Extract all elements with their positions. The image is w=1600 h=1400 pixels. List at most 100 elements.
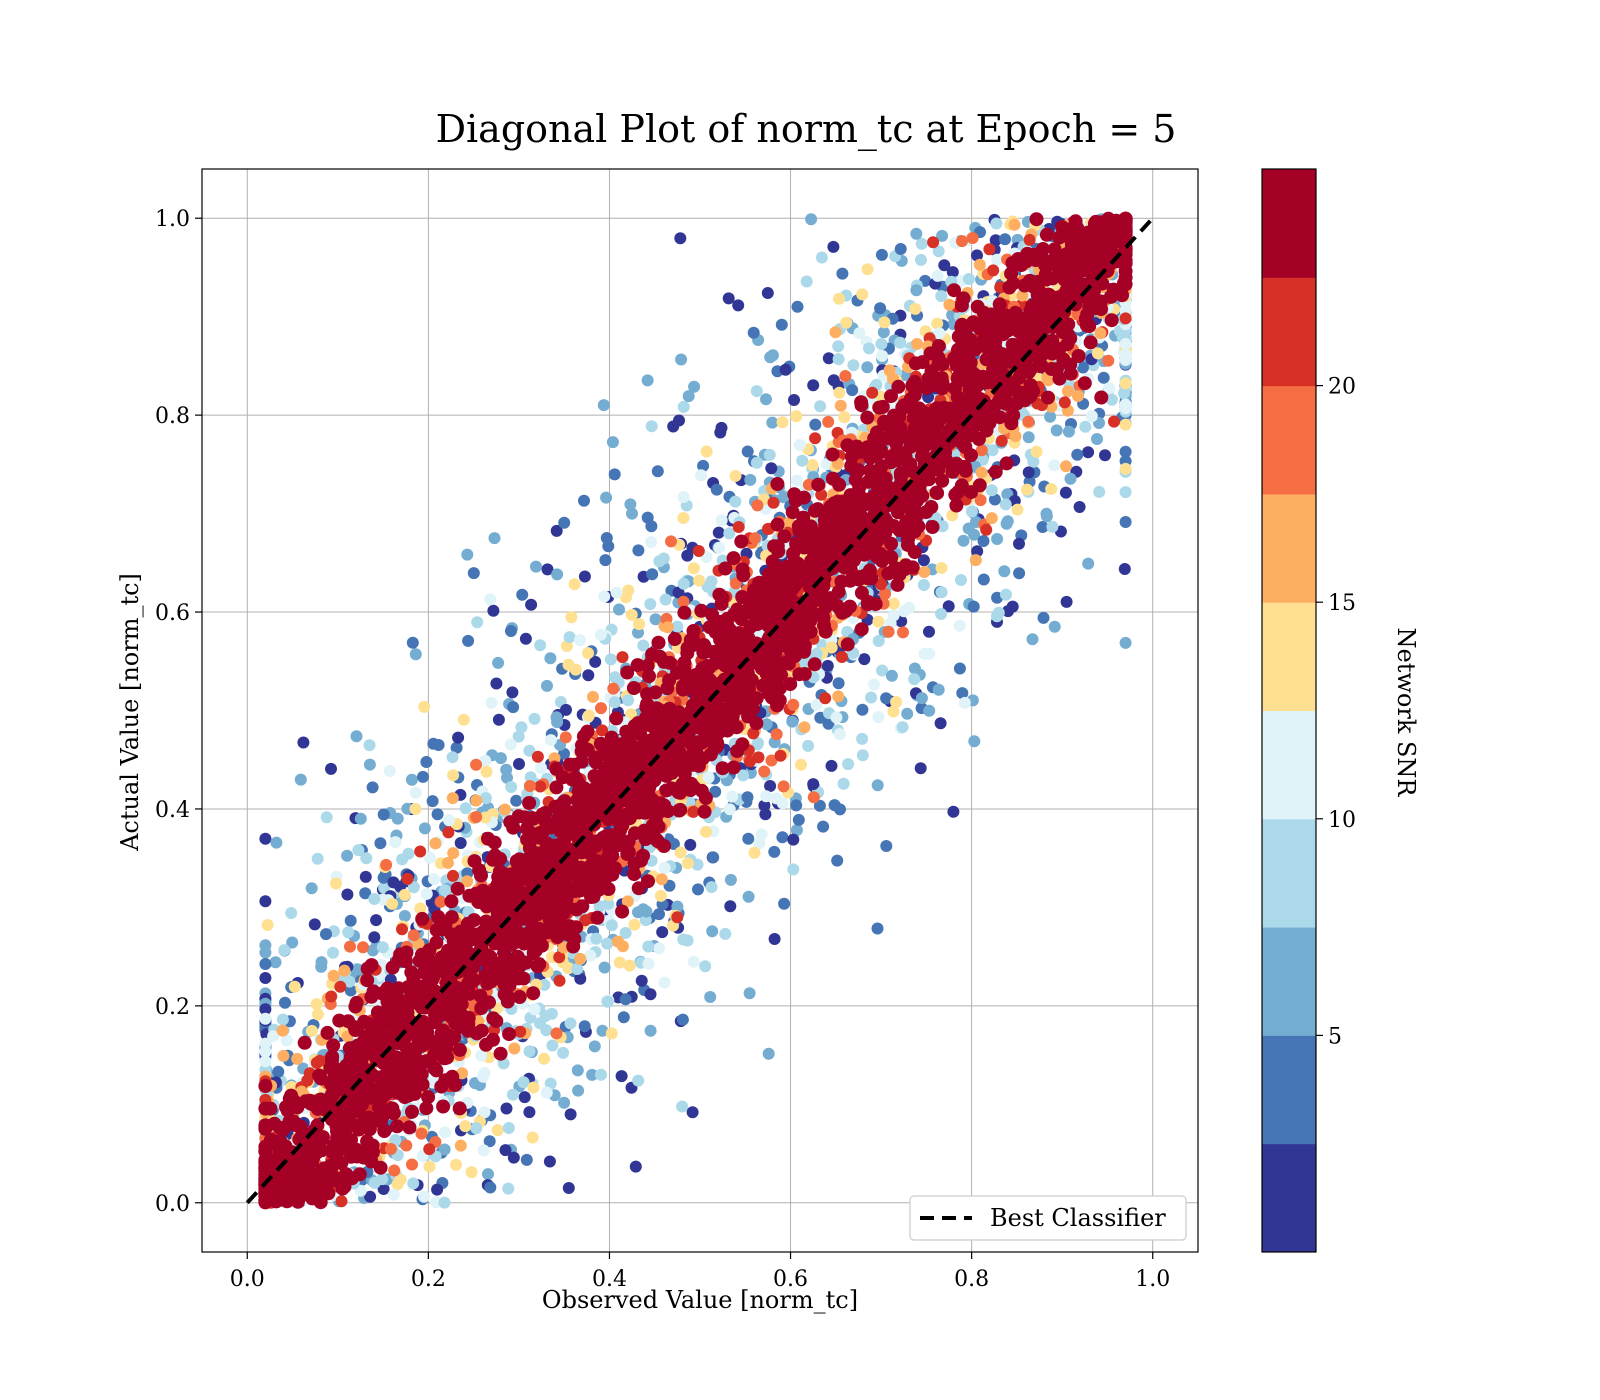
scatter-point [874, 302, 887, 315]
scatter-point [644, 988, 657, 1001]
scatter-point [288, 980, 301, 993]
scatter-point [490, 677, 503, 690]
scatter-point [639, 914, 652, 927]
scatter-point [1094, 390, 1109, 405]
scatter-point [559, 731, 572, 744]
scatter-point [270, 836, 283, 849]
scatter-point [699, 960, 712, 973]
scatter-point [402, 847, 415, 860]
scatter-point [609, 671, 621, 684]
scatter-point [677, 595, 690, 608]
scatter-point [687, 955, 700, 968]
scatter-point [418, 1190, 431, 1203]
scatter-point [709, 785, 722, 798]
scatter-point [338, 964, 351, 977]
scatter-point [723, 527, 736, 540]
scatter-point [938, 259, 951, 272]
scatter-point [901, 707, 914, 720]
scatter-point [320, 928, 332, 941]
scatter-point [908, 356, 923, 371]
scatter-point [405, 773, 418, 786]
scatter-point [653, 942, 666, 955]
scatter-point [797, 667, 812, 681]
scatter-point [450, 881, 465, 896]
scatter-point [651, 465, 664, 478]
scatter-point [523, 1045, 536, 1058]
scatter-point [626, 507, 638, 520]
scatter-point [655, 873, 668, 886]
scatter-point [459, 802, 472, 815]
scatter-point [1030, 445, 1043, 458]
scatter-point [971, 249, 983, 262]
scatter-point [507, 1151, 520, 1164]
scatter-point [377, 1183, 390, 1195]
scatter-point [479, 1037, 493, 1052]
scatter-point [409, 648, 422, 661]
scatter-point [918, 566, 931, 578]
scatter-point [681, 934, 694, 947]
scatter-point [492, 713, 505, 726]
scatter-point [810, 698, 823, 711]
scatter-point [672, 586, 685, 599]
scatter-point [917, 554, 930, 567]
scatter-point [623, 959, 636, 972]
scatter-point [671, 911, 684, 924]
scatter-point [729, 469, 742, 482]
scatter-point [431, 1183, 444, 1196]
scatter-point [626, 681, 641, 695]
scatter-point [359, 870, 372, 883]
scatter-point [654, 889, 667, 902]
scatter-point [741, 445, 754, 458]
scatter-point [872, 635, 885, 647]
scatter-point [310, 998, 323, 1011]
scatter-point [676, 1013, 689, 1026]
scatter-point [259, 1055, 272, 1068]
scatter-point [344, 914, 357, 927]
scatter-point [778, 897, 791, 910]
scatter-point [562, 1182, 575, 1194]
scatter-point [602, 540, 615, 553]
scatter-point [459, 1120, 472, 1133]
scatter-point [506, 1088, 519, 1101]
scatter-point [656, 926, 669, 939]
scatter-point [949, 498, 964, 513]
scatter-point [1023, 233, 1036, 246]
scatter-point [418, 700, 431, 713]
scatter-point [443, 814, 455, 827]
scatter-point [269, 956, 282, 969]
scatter-point [786, 715, 799, 728]
scatter-point [267, 1030, 280, 1043]
scatter-point [880, 692, 893, 705]
scatter-point [872, 615, 885, 628]
scatter-point [582, 709, 595, 722]
scatter-point [999, 456, 1014, 471]
scatter-point [510, 794, 523, 807]
scatter-point [760, 790, 773, 803]
scatter-point [506, 686, 519, 699]
scatter-point [523, 744, 536, 757]
scatter-point [261, 919, 274, 931]
scatter-point [768, 845, 781, 858]
scatter-point [388, 1164, 401, 1177]
scatter-point [858, 653, 871, 666]
scatter-point [642, 669, 656, 684]
scatter-point [719, 927, 732, 940]
scatter-point [586, 1068, 599, 1081]
scatter-point [931, 269, 944, 282]
scatter-point [715, 421, 728, 434]
scatter-point [589, 655, 602, 668]
scatter-point [871, 922, 884, 935]
scatter-point [598, 961, 611, 974]
scatter-point [363, 758, 376, 771]
scatter-point [1091, 433, 1103, 445]
scatter-point [793, 439, 806, 452]
scatter-point [1119, 338, 1132, 350]
scatter-point [724, 873, 737, 886]
scatter-point [776, 797, 789, 810]
scatter-point [766, 349, 779, 362]
scatter-point [461, 548, 474, 561]
scatter-point [975, 444, 988, 457]
scatter-point [484, 1181, 497, 1194]
scatter-point [423, 1160, 436, 1173]
scatter-point [584, 949, 597, 962]
